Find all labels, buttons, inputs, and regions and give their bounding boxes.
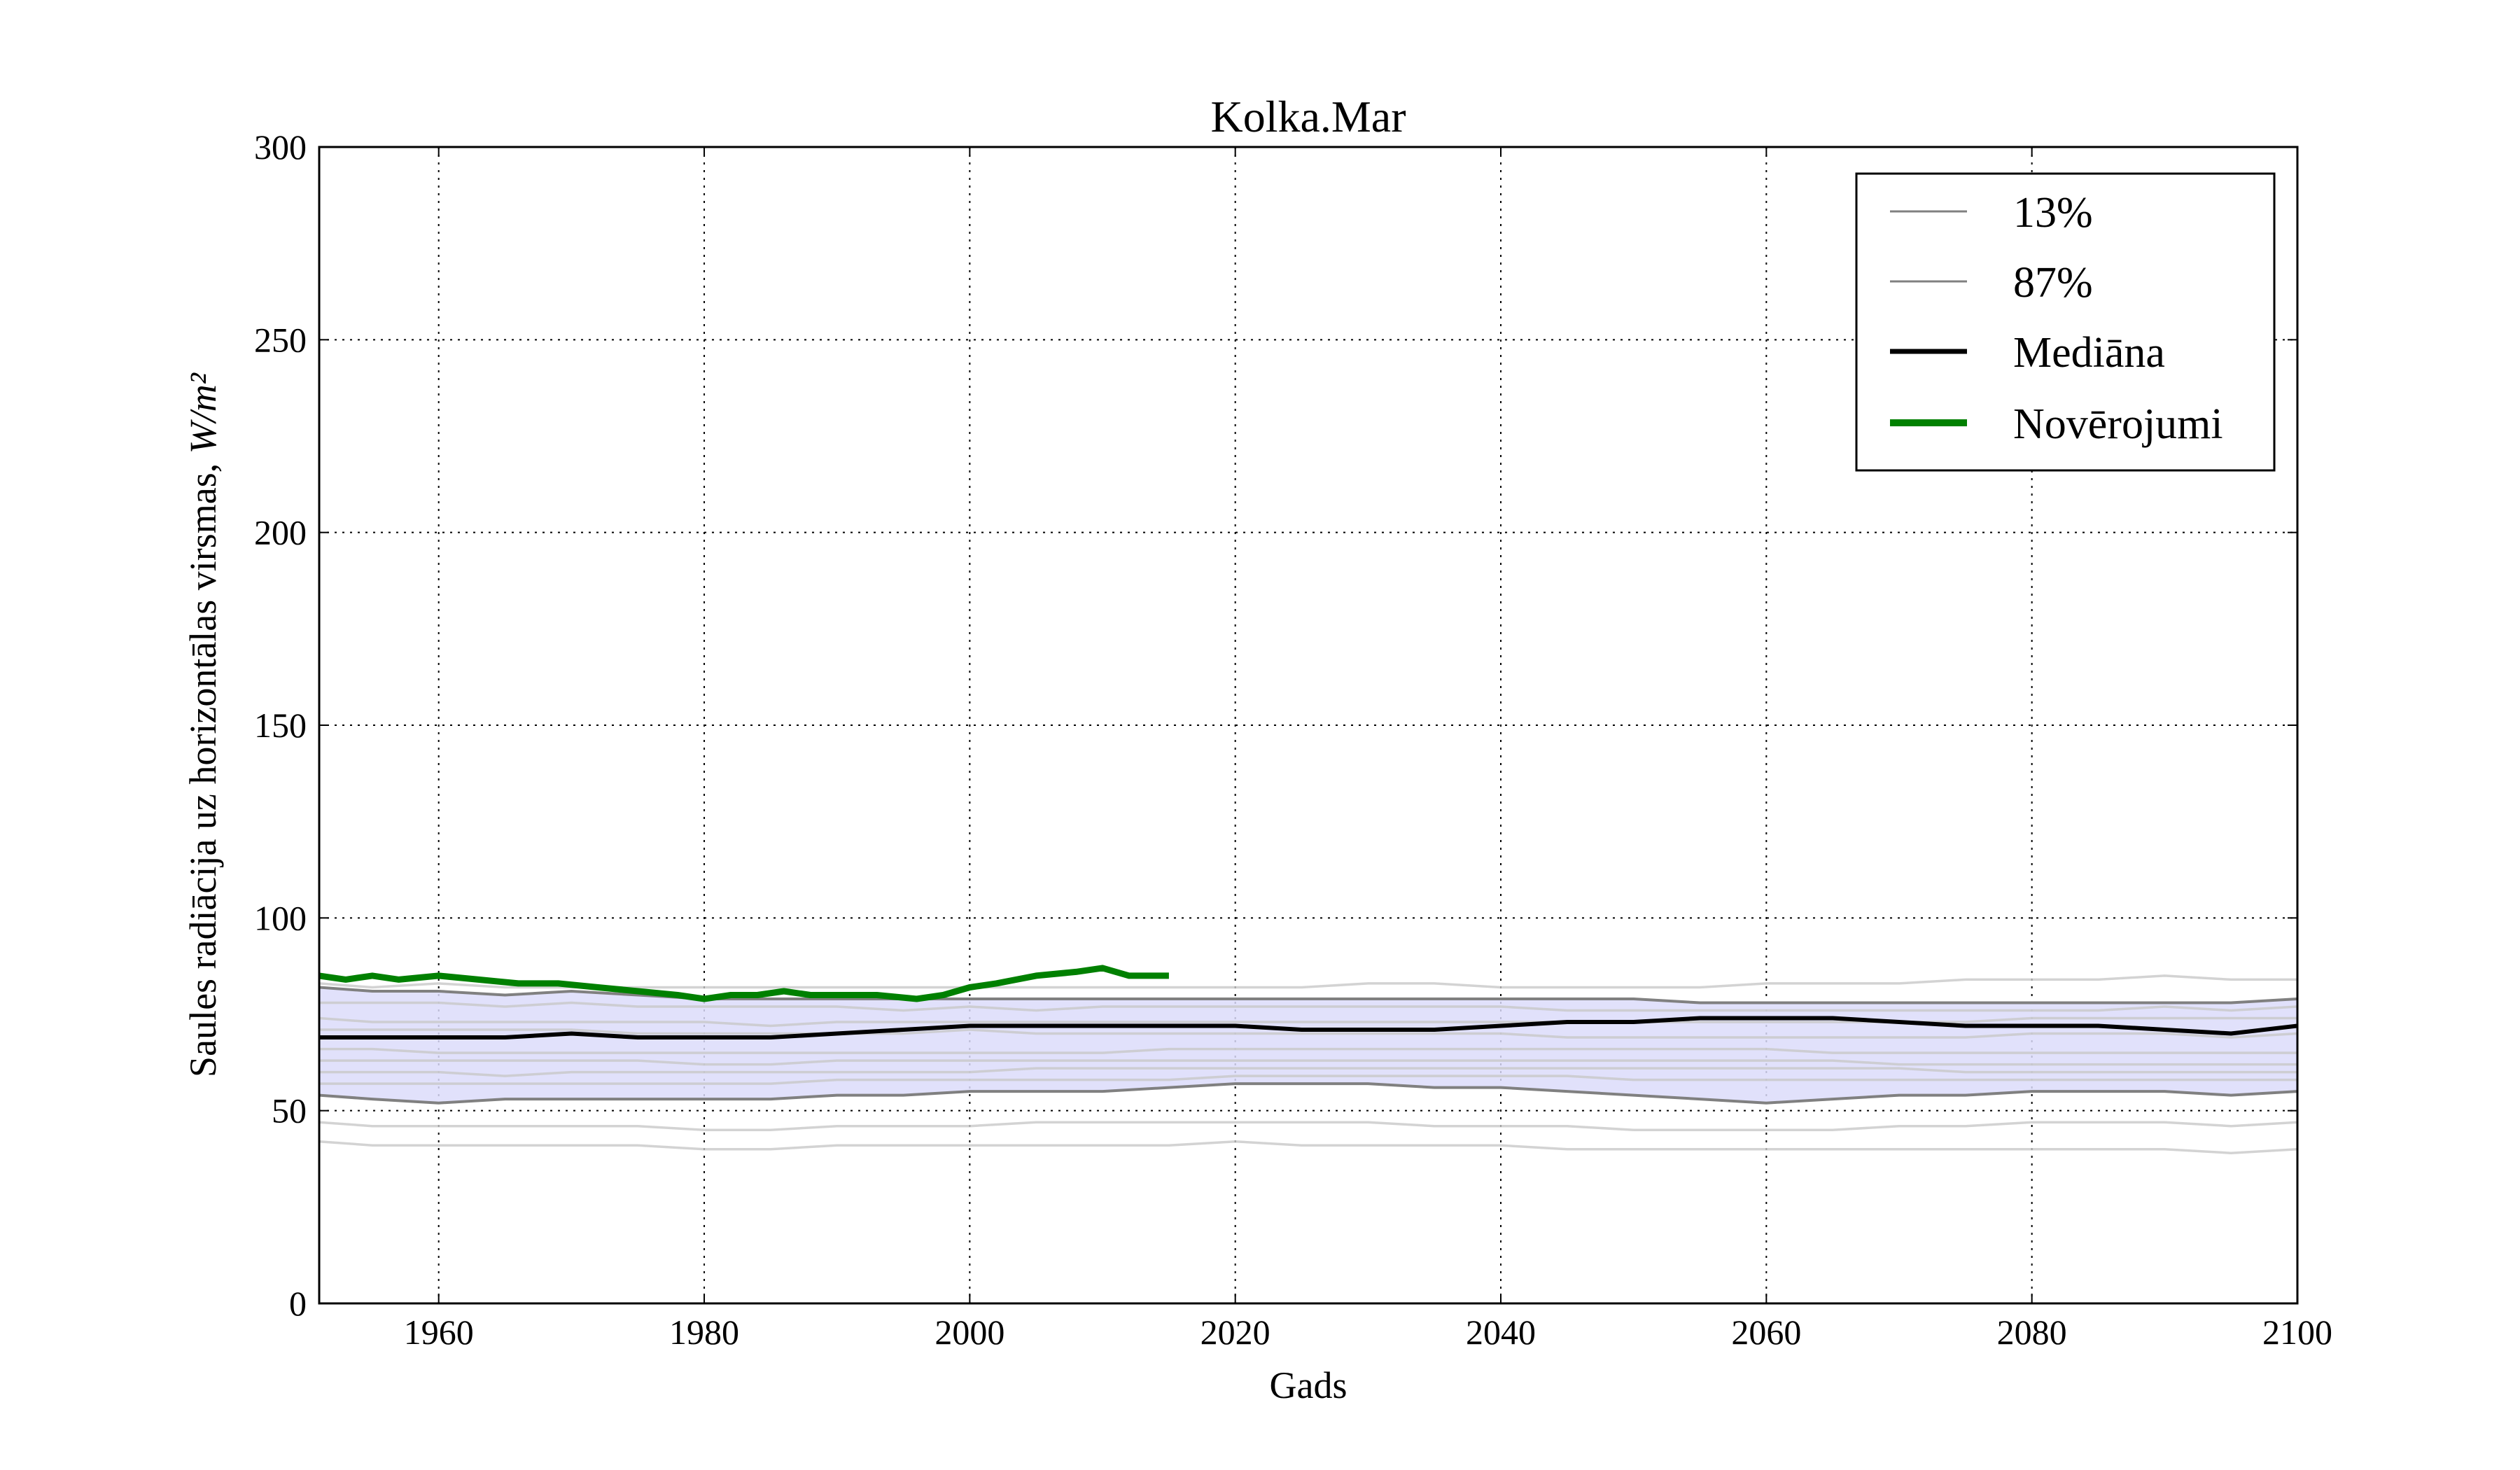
series-line-13 — [319, 1082, 2297, 1105]
y-axis-unit: W/m² — [182, 372, 224, 454]
ensemble-line — [319, 1059, 2297, 1066]
chart-title: Kolka.Mar — [1210, 92, 1406, 141]
x-tick-label: 2040 — [1466, 1312, 1536, 1352]
y-axis: 0 50 100 150 200 250 300 — [254, 127, 2297, 1323]
ensemble-line — [319, 1016, 2297, 1028]
y-axis-title: Saules radiācija uz horizontālas virsmas… — [182, 372, 224, 1077]
legend-label-13: 13% — [2013, 189, 2093, 237]
legend-label-87: 87% — [2013, 259, 2093, 307]
x-tick-label: 1960 — [404, 1312, 474, 1352]
y-tick-label: 0 — [289, 1284, 307, 1323]
x-tick-label: 2080 — [1997, 1312, 2067, 1352]
y-tick-label: 150 — [254, 706, 307, 745]
legend-label-observations: Novērojumi — [2013, 400, 2223, 448]
ensemble-line — [319, 1047, 2297, 1054]
ensemble-line — [319, 974, 2297, 989]
ensemble-line — [319, 1001, 2297, 1012]
ensemble-lines — [319, 974, 2297, 1154]
series-line-87 — [319, 986, 2297, 1004]
ensemble-line — [319, 1121, 2297, 1131]
x-tick-label: 2020 — [1200, 1312, 1270, 1352]
x-tick-label: 2000 — [934, 1312, 1004, 1352]
series-lines — [319, 965, 2297, 1105]
y-tick-label: 50 — [272, 1091, 307, 1130]
y-tick-label: 300 — [254, 127, 307, 167]
series-line-median — [319, 1016, 2297, 1040]
ensemble-line — [319, 1074, 2297, 1085]
x-tick-label: 2100 — [2262, 1312, 2332, 1352]
legend: 13% 87% Mediāna Novērojumi — [1855, 172, 2276, 472]
x-axis: 1960 1980 2000 2020 2040 2060 2080 2100 — [404, 147, 2332, 1352]
y-axis-title-text: Saules radiācija uz horizontālas virsmas… — [182, 454, 224, 1077]
legend-label-median: Mediāna — [2013, 329, 2165, 377]
x-tick-label: 2060 — [1731, 1312, 1801, 1352]
ensemble-line — [319, 1028, 2297, 1039]
y-tick-label: 200 — [254, 513, 307, 552]
x-tick-label: 1980 — [669, 1312, 739, 1352]
y-tick-label: 250 — [254, 320, 307, 359]
ensemble-line — [319, 1140, 2297, 1154]
ensemble-line — [319, 1067, 2297, 1077]
series-line-observations — [319, 965, 1169, 1002]
x-axis-title: Gads — [1270, 1364, 1348, 1406]
y-tick-label: 100 — [254, 898, 307, 937]
